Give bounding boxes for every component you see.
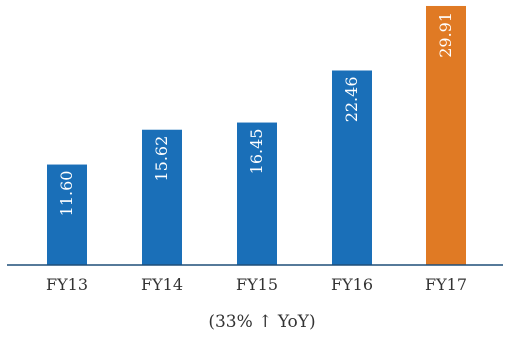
- bar-fy14: [142, 129, 182, 265]
- value-label-fy17: 29.91: [436, 12, 455, 58]
- value-label-fy13: 11.60: [57, 171, 76, 217]
- value-label-fy15: 16.45: [247, 129, 266, 175]
- x-tick-fy13: FY13: [46, 275, 88, 294]
- x-tick-fy17: FY17: [425, 275, 467, 294]
- bar-fy15: [237, 122, 277, 265]
- bar-fy16: [332, 70, 372, 265]
- yoy-annotation: (33% ↑ YoY): [208, 312, 315, 332]
- value-label-fy14: 15.62: [152, 136, 171, 182]
- bar-fy17: [426, 5, 466, 265]
- value-label-fy16: 22.46: [342, 76, 361, 122]
- bars-group: 11.60 15.62 16.45 22.46 29.91: [47, 5, 466, 265]
- x-tick-labels: FY13 FY14 FY15 FY16 FY17: [46, 275, 467, 294]
- x-tick-fy14: FY14: [141, 275, 183, 294]
- x-tick-fy15: FY15: [236, 275, 278, 294]
- x-tick-fy16: FY16: [331, 275, 373, 294]
- bar-fy13: [47, 164, 87, 265]
